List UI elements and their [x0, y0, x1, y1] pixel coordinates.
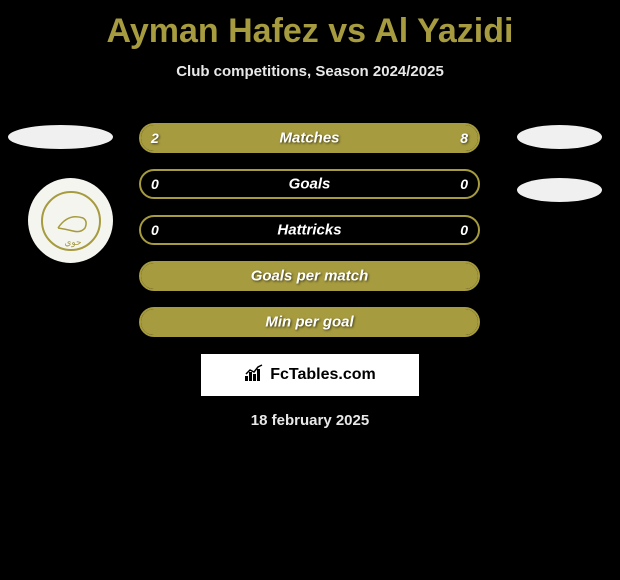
stats-bars-container: 2Matches80Goals00Hattricks0Goals per mat… — [139, 123, 480, 353]
comparison-title: Ayman Hafez vs Al Yazidi — [0, 0, 620, 51]
chart-icon — [244, 364, 266, 387]
stat-bar: 0Hattricks0 — [139, 215, 480, 245]
brand-label: FcTables.com — [270, 366, 376, 384]
stat-label: Hattricks — [141, 222, 478, 239]
stat-bar: 2Matches8 — [139, 123, 480, 153]
brand-attribution: FcTables.com — [201, 354, 419, 396]
stat-label: Matches — [141, 130, 478, 147]
player-right-badge-top — [517, 125, 602, 149]
stat-value-right: 0 — [460, 176, 468, 192]
stat-label: Min per goal — [141, 314, 478, 331]
stat-bar: Goals per match — [139, 261, 480, 291]
stat-value-right: 0 — [460, 222, 468, 238]
player-left-club-badge: حوي — [28, 178, 113, 263]
stat-bar: 0Goals0 — [139, 169, 480, 199]
date-label: 18 february 2025 — [0, 412, 620, 429]
comparison-subtitle: Club competitions, Season 2024/2025 — [0, 63, 620, 80]
stat-bar: Min per goal — [139, 307, 480, 337]
player-left-badge-top — [8, 125, 113, 149]
club-emblem-icon: حوي — [41, 191, 101, 251]
stat-label: Goals — [141, 176, 478, 193]
player-right-badge-bottom — [517, 178, 602, 202]
stat-value-right: 8 — [460, 130, 468, 146]
svg-text:حوي: حوي — [64, 237, 81, 248]
stat-label: Goals per match — [141, 268, 478, 285]
